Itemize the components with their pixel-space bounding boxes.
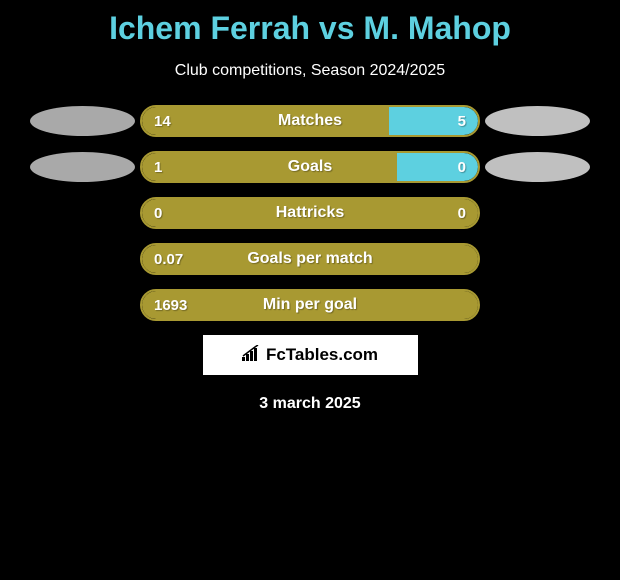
player2-avatar: [485, 152, 590, 182]
date-text: 3 march 2025: [0, 395, 620, 413]
stat-bar: 1Goals0: [140, 151, 480, 183]
avatar-spacer: [30, 290, 135, 320]
avatar-spacer: [485, 290, 590, 320]
vs-text: vs: [319, 10, 355, 46]
avatar-spacer: [485, 198, 590, 228]
logo-box: FcTables.com: [203, 335, 418, 375]
stat-row: 14Matches5: [0, 105, 620, 137]
avatar-spacer: [30, 244, 135, 274]
player1-avatar: [30, 106, 135, 136]
stat-label: Min per goal: [142, 296, 478, 314]
page-title: Ichem Ferrah vs M. Mahop: [0, 0, 620, 47]
subtitle: Club competitions, Season 2024/2025: [0, 62, 620, 80]
stat-label: Hattricks: [142, 204, 478, 222]
player1-avatar: [30, 152, 135, 182]
stat-bar: 0Hattricks0: [140, 197, 480, 229]
avatar-spacer: [30, 198, 135, 228]
stats-container: 14Matches51Goals00Hattricks00.07Goals pe…: [0, 105, 620, 321]
stat-row: 0Hattricks0: [0, 197, 620, 229]
stat-label: Goals per match: [142, 250, 478, 268]
stat-label: Matches: [142, 112, 478, 130]
stat-value-right: 0: [458, 205, 466, 222]
stat-row: 1Goals0: [0, 151, 620, 183]
stat-row: 0.07Goals per match: [0, 243, 620, 275]
stat-value-right: 5: [458, 113, 466, 130]
player1-name: Ichem Ferrah: [109, 10, 310, 46]
stat-value-right: 0: [458, 159, 466, 176]
stat-bar: 1693Min per goal: [140, 289, 480, 321]
stat-row: 1693Min per goal: [0, 289, 620, 321]
player2-name: M. Mahop: [363, 10, 511, 46]
player2-avatar: [485, 106, 590, 136]
stat-bar: 14Matches5: [140, 105, 480, 137]
logo-text: FcTables.com: [266, 345, 378, 365]
stat-bar: 0.07Goals per match: [140, 243, 480, 275]
chart-icon: [242, 345, 262, 366]
stat-label: Goals: [142, 158, 478, 176]
avatar-spacer: [485, 244, 590, 274]
